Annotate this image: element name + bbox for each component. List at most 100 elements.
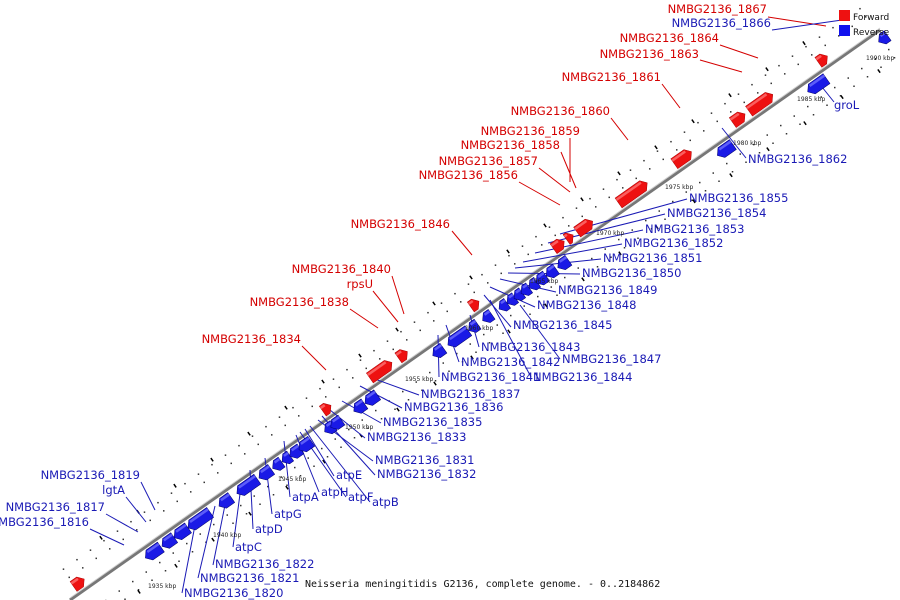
guide-dash [173, 483, 177, 488]
guide-dot [326, 455, 329, 458]
gene-label[interactable]: NMBG2136_1853 [645, 222, 744, 236]
gene-label[interactable]: NMBG2136_1843 [481, 340, 580, 354]
gene-label[interactable]: NMBG2136_1834 [202, 332, 301, 346]
gene-label[interactable]: atpE [336, 468, 362, 482]
guide-dot [191, 550, 194, 553]
kbp-tick-label: 1990 kbp [866, 55, 894, 62]
gene-label[interactable]: NMBG2136_1857 [439, 154, 538, 168]
gene-label[interactable]: NMBG2136_1856 [419, 168, 518, 182]
guide-dash [581, 277, 585, 282]
gene-label[interactable]: atpA [292, 490, 319, 504]
gene-label[interactable]: NMBG2136_1866 [672, 16, 771, 30]
gene-label[interactable]: atpF [348, 490, 373, 504]
forward-gene [549, 238, 565, 254]
guide-dot [213, 523, 215, 526]
guide-dot [334, 438, 337, 440]
reverse-gene [520, 282, 534, 296]
gene-label[interactable]: NMBG2136_1867 [668, 2, 767, 16]
gene-label[interactable]: NMBG2136_1831 [375, 453, 474, 467]
guide-dot [459, 301, 462, 303]
gene-label[interactable]: NMBG2136_1836 [404, 400, 503, 414]
guide-dash [840, 95, 844, 100]
guide-dash [174, 563, 178, 568]
gene-label[interactable]: atpH [321, 485, 349, 499]
gene-label[interactable]: NMBG2136_1847 [562, 352, 661, 366]
guide-dot [353, 436, 356, 439]
reverse-gene [258, 464, 276, 481]
guide-dot [199, 533, 202, 535]
leader-line [309, 425, 371, 503]
gene-label[interactable]: NMBG2136_1860 [511, 104, 610, 118]
gene-label[interactable]: NMBG2136_1850 [582, 266, 681, 280]
gene-label[interactable]: rpsU [347, 277, 373, 291]
reverse-gene [557, 254, 573, 271]
gene-label[interactable]: atpG [274, 507, 302, 521]
forward-gene [366, 360, 393, 384]
guide-dot [224, 454, 227, 456]
leader-line [89, 528, 125, 546]
reverse-gene [173, 522, 192, 540]
gene-label[interactable]: groL [834, 98, 860, 112]
gene-label[interactable]: NMBG2136_1821 [200, 571, 299, 585]
gene-label[interactable]: NMBG2136_1861 [562, 70, 661, 84]
gene-label[interactable]: NMBG2136_1864 [620, 31, 719, 45]
guide-dot [648, 168, 651, 170]
guide-dot [535, 235, 537, 238]
guide-dot [623, 246, 626, 249]
gene-label[interactable]: NMBG2136_1855 [689, 191, 788, 205]
gene-label[interactable]: NMBG2136_1841 [441, 370, 540, 384]
gene-label[interactable]: NMBG2136_1854 [667, 206, 766, 220]
guide-dot [375, 409, 377, 412]
leader-line [699, 59, 743, 73]
gene-label[interactable]: NMBG2136_1862 [748, 152, 847, 166]
forward-gene [466, 298, 480, 313]
gene-label[interactable]: NMBG2136_1817 [6, 500, 105, 514]
gene-label[interactable]: lgtA [102, 483, 125, 497]
guide-dot [807, 105, 809, 108]
gene-label[interactable]: NMBG2136_1849 [558, 283, 657, 297]
gene-label[interactable]: NMBG2136_1859 [481, 124, 580, 138]
guide-dot [130, 520, 132, 523]
guide-dot [286, 484, 288, 486]
gene-label[interactable]: NMBG2136_1819 [41, 468, 140, 482]
guide-dot [311, 405, 313, 408]
gene-label[interactable]: atpC [235, 540, 262, 554]
guide-dot [488, 341, 491, 344]
gene-label[interactable]: NMBG2136_1851 [603, 251, 702, 265]
gene-label[interactable]: NMBG2136_1844 [533, 370, 632, 384]
gene-label[interactable]: NMBG2136_1848 [537, 298, 636, 312]
gene-label[interactable]: NMBG2136_1822 [215, 557, 314, 571]
guide-dot [616, 178, 618, 181]
gene-label[interactable]: NMBG2136_1838 [250, 295, 349, 309]
guide-dot [245, 512, 248, 515]
gene-label[interactable]: atpB [372, 495, 399, 509]
forward-gene [573, 218, 593, 238]
gene-label[interactable]: atpD [255, 522, 283, 536]
guide-dash [692, 199, 696, 204]
gene-label[interactable]: NMBG2136_1863 [600, 47, 699, 61]
gene-label[interactable]: NMBG2136_1832 [377, 467, 476, 481]
gene-label[interactable]: NMBG2136_1820 [184, 586, 283, 600]
gene-label[interactable]: NMBG2136_1837 [421, 387, 520, 401]
guide-dash [284, 405, 288, 410]
gene-label[interactable]: NMBG2136_1858 [461, 138, 560, 152]
guide-dot [157, 501, 159, 504]
leader-line [391, 275, 405, 315]
guide-dot [305, 397, 308, 399]
gene-label[interactable]: NMBG2136_1840 [292, 262, 391, 276]
forward-gene [614, 180, 648, 209]
gene-label[interactable]: NMBG2136_1842 [461, 355, 560, 369]
guide-dash [433, 381, 437, 386]
guide-dot [413, 321, 416, 323]
gene-label[interactable]: NMBG2136_1852 [624, 236, 723, 250]
guide-dot [486, 282, 489, 284]
guide-dot [442, 362, 445, 364]
gene-label[interactable]: NMBG2136_1845 [513, 318, 612, 332]
guide-dot [253, 495, 256, 497]
guide-dot [68, 576, 70, 579]
gene-label[interactable]: NMBG2136_1833 [367, 430, 466, 444]
gene-label[interactable]: NMBG2136_1846 [351, 217, 450, 231]
guide-dot [116, 530, 119, 532]
gene-label[interactable]: NMBG2136_1816 [0, 515, 89, 529]
gene-label[interactable]: NMBG2136_1835 [383, 415, 482, 429]
